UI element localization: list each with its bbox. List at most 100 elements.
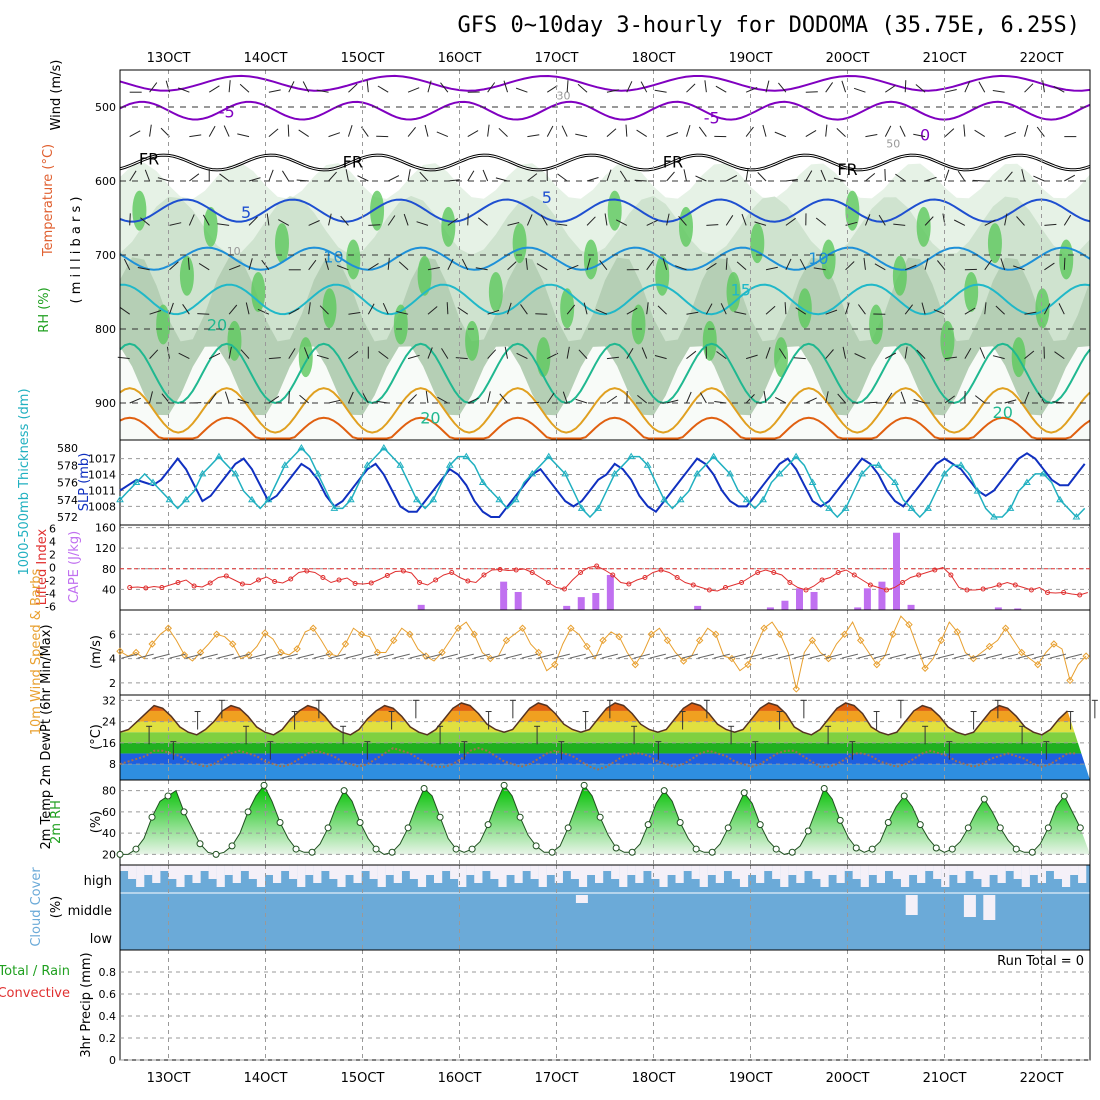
wind-barb <box>268 395 280 404</box>
wind-marker <box>856 636 865 645</box>
wind-barb <box>944 356 957 360</box>
x-tick-label: 19OCT <box>729 1071 773 1086</box>
wind-barb <box>606 169 612 182</box>
wind-barb <box>208 125 216 137</box>
wind-marker <box>663 636 672 645</box>
li-marker <box>529 570 535 575</box>
high-cloud-gap <box>321 865 330 871</box>
wind-barb <box>427 306 438 315</box>
wind-barb <box>1013 265 1025 271</box>
thickness-marker <box>495 495 504 503</box>
wind-barb <box>805 170 813 182</box>
thickness-line <box>119 446 1086 519</box>
high-cloud-gap <box>554 865 563 883</box>
y-tick-label-right: 40 <box>102 583 116 596</box>
wind-barb <box>913 399 926 404</box>
wind-marker <box>212 630 221 638</box>
surface-wind-barb <box>233 653 250 659</box>
thickness-marker <box>412 495 421 503</box>
thickness-marker <box>1072 513 1081 520</box>
surface-wind-barb <box>201 653 218 659</box>
wind-barb <box>836 128 846 137</box>
wind-barb <box>765 305 776 315</box>
wind-barb <box>841 80 847 93</box>
wind-barb <box>566 346 570 359</box>
high-cloud-gap <box>723 865 733 871</box>
wind-barb <box>347 125 353 137</box>
rh-high-blob <box>274 223 289 264</box>
rh-high-blob <box>940 320 955 361</box>
wind-marker <box>518 624 527 632</box>
cape-bar <box>863 588 871 610</box>
wind-marker <box>180 651 189 659</box>
surface-wind-barb <box>361 653 378 659</box>
rh-marker <box>228 842 236 850</box>
li-marker <box>465 578 471 584</box>
wind-barb <box>775 396 787 404</box>
x-tick-label: 22OCT <box>1020 1071 1064 1086</box>
wind-marker <box>615 633 623 641</box>
wind-barb <box>666 213 670 226</box>
y-tick-label-left: -4 <box>45 588 56 601</box>
cape-bar <box>994 607 1002 610</box>
thickness-marker <box>313 469 322 477</box>
wind-barb <box>878 214 886 226</box>
wind-marker <box>647 630 656 638</box>
wind-barb <box>316 89 329 93</box>
surface-wind-barb <box>681 653 698 659</box>
rh-marker <box>756 821 764 829</box>
temperature-line <box>119 702 1069 736</box>
wind-barb <box>223 125 230 137</box>
wind-barb <box>754 221 767 226</box>
wind-barb <box>575 133 588 138</box>
wind-barb <box>815 217 826 226</box>
rh-high-blob <box>702 320 717 361</box>
high-cloud-gap <box>707 865 716 875</box>
precip-total-label: Total / Rain <box>0 964 70 979</box>
x-tick-label: 14OCT <box>244 51 288 66</box>
bottom-x-axis: 13OCT 14OCT 15OCT 16OCT 17OCT 18OCT 19OCT 20OCT… <box>147 1071 1064 1086</box>
wind-barb <box>288 307 300 315</box>
wind-barb <box>1058 303 1065 315</box>
li-marker <box>191 583 197 589</box>
wind-barb <box>854 353 866 360</box>
wind-barb <box>157 177 170 182</box>
wind-barb <box>475 267 488 271</box>
wind-barb <box>467 397 479 404</box>
high-cloud-gap <box>619 865 628 887</box>
wind-marker <box>164 624 173 632</box>
wind-barb <box>299 394 309 404</box>
wind-barb <box>377 85 389 93</box>
wind-barb <box>995 305 1005 315</box>
cloud-ylabel: Cloud Cover <box>29 867 44 947</box>
high-cloud-gap <box>538 865 547 887</box>
li-marker <box>610 572 616 578</box>
y-tick-label: 2 <box>109 677 116 690</box>
y-tick-label: 4 <box>109 653 116 666</box>
wind-barb <box>874 263 886 271</box>
thickness-marker <box>1006 504 1015 511</box>
high-cloud-gap <box>232 865 241 883</box>
high-cloud-gap <box>595 865 604 883</box>
cape-bar <box>878 581 886 610</box>
cloud-level-label: high <box>84 874 112 889</box>
wind-barb <box>546 392 555 404</box>
rh-marker <box>772 845 780 853</box>
high-cloud-gap <box>224 865 233 875</box>
wind-barb <box>187 257 190 270</box>
rh-marker <box>948 845 956 853</box>
thickness-marker <box>693 469 702 477</box>
high-cloud-gap <box>651 865 660 879</box>
wind-barb <box>984 259 993 271</box>
high-cloud-gap <box>450 865 459 879</box>
wind-barb <box>586 216 596 226</box>
y-tick-label-left: 0 <box>49 562 56 575</box>
wind-barb <box>704 80 707 93</box>
contour-label: 5 <box>542 188 552 207</box>
wind-barb <box>403 213 409 226</box>
wind-marker <box>695 636 704 645</box>
wind-barb <box>287 124 290 137</box>
rh-high-blob <box>583 239 598 280</box>
thickness-marker <box>825 504 833 511</box>
high-cloud-gap <box>264 865 274 875</box>
